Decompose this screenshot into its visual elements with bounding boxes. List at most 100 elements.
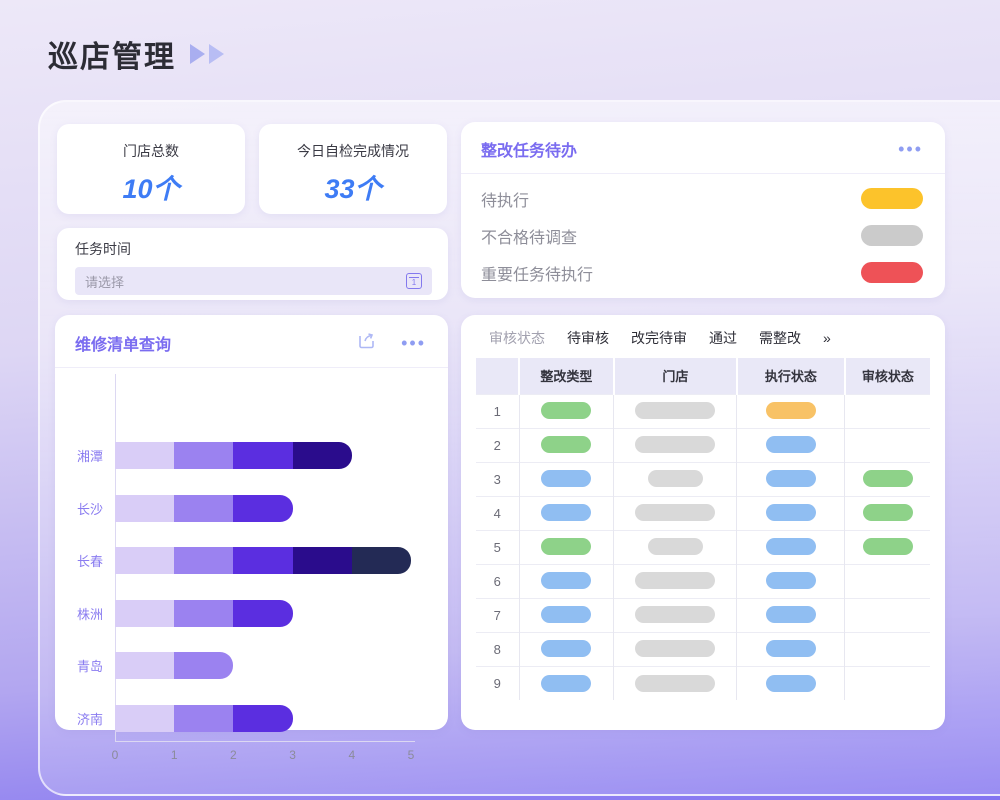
table-row[interactable]: 4 — [476, 495, 930, 530]
table-cell — [613, 665, 737, 700]
status-pill-blue — [541, 674, 592, 692]
table-row[interactable]: 3 — [476, 461, 930, 496]
review-column-header — [476, 358, 520, 394]
table-row[interactable]: 9 — [476, 665, 930, 700]
status-pill-blue — [765, 470, 816, 488]
todo-status-pill — [861, 262, 923, 283]
status-pill-blue — [541, 470, 592, 488]
bar-segment — [174, 652, 234, 679]
table-row[interactable]: 5 — [476, 529, 930, 564]
row-index: 6 — [476, 563, 520, 598]
chart-category-label: 株洲 — [76, 606, 103, 622]
table-cell — [518, 393, 614, 428]
row-index: 7 — [476, 597, 520, 632]
todo-item[interactable]: 重要任务待执行 — [481, 254, 923, 291]
table-cell — [844, 461, 930, 496]
status-pill-gray-short — [647, 470, 703, 488]
x-axis-tick: 4 — [348, 748, 356, 762]
status-pill-blue — [765, 436, 816, 454]
table-cell — [613, 495, 737, 530]
status-pill-blue — [765, 504, 816, 522]
table-row[interactable]: 6 — [476, 563, 930, 598]
table-cell — [844, 665, 930, 700]
bar-segment — [233, 494, 293, 522]
status-pill-gray-long — [635, 402, 716, 420]
bar-segment — [233, 704, 293, 732]
bar-segment — [115, 494, 175, 522]
bar-segment — [233, 442, 293, 469]
todo-item-label: 待执行 — [481, 192, 530, 210]
repair-list-title: 维修清单查询 — [75, 336, 172, 354]
x-axis-tick: 2 — [230, 748, 237, 762]
todo-title: 整改任务待办 — [481, 143, 578, 160]
bar-segment — [292, 442, 352, 469]
review-column-header: 审核状态 — [843, 358, 930, 394]
repair-list-card: 维修清单查询 ••• 湘潭 长沙 长春 株洲 青岛 济南 0 1 2 3 4 5 — [55, 315, 448, 762]
bar-segment — [292, 547, 352, 574]
table-cell — [518, 597, 614, 632]
table-row[interactable]: 7 — [476, 597, 930, 632]
chart-x-axis — [115, 741, 415, 742]
bar-segment — [115, 547, 175, 574]
play-icon — [209, 44, 224, 64]
status-pill-gray-long — [635, 572, 716, 590]
status-pill-blue — [541, 640, 592, 658]
page-header: 巡店管理 — [48, 32, 224, 76]
status-pill-green — [541, 436, 592, 454]
table-cell — [844, 393, 930, 428]
todo-item[interactable]: 不合格待调查 — [481, 217, 923, 254]
review-tab[interactable]: 需整改 — [759, 330, 801, 346]
bar-segment — [174, 599, 234, 627]
task-time-picker[interactable]: 请选择 — [75, 267, 432, 295]
status-pill-blue — [765, 674, 816, 692]
status-pill-green — [862, 504, 913, 522]
stat-label: 门店总数 — [123, 143, 179, 159]
table-cell — [736, 597, 845, 632]
todo-card: 整改任务待办 ••• 待执行不合格待调查 重要任务待执行 — [461, 122, 945, 298]
bar-segment — [115, 704, 175, 732]
row-index: 4 — [476, 495, 520, 530]
todo-item[interactable]: 待执行 — [481, 180, 923, 217]
tabs-more-chevron-icon[interactable]: » — [823, 330, 831, 346]
table-cell — [844, 631, 930, 666]
table-cell — [844, 597, 930, 632]
bar-segment — [115, 442, 175, 469]
chart-category-label: 济南 — [76, 711, 103, 727]
table-cell — [844, 529, 930, 564]
more-options-icon[interactable]: ••• — [401, 332, 426, 353]
status-pill-blue — [541, 606, 592, 624]
review-tab[interactable]: 通过 — [709, 330, 737, 346]
repair-bar-chart: 湘潭 长沙 长春 株洲 青岛 济南 0 1 2 3 4 5 — [55, 368, 448, 762]
table-row[interactable]: 8 — [476, 631, 930, 666]
status-pill-blue — [765, 572, 816, 590]
table-row[interactable]: 2 — [476, 427, 930, 462]
bar-segment — [174, 547, 234, 574]
share-icon[interactable] — [357, 330, 377, 355]
table-row[interactable]: 1 — [476, 393, 930, 428]
review-tab[interactable]: 改完待审 — [631, 330, 687, 346]
table-cell — [736, 495, 845, 530]
table-cell — [736, 563, 845, 598]
table-cell — [736, 393, 845, 428]
status-pill-gray-long — [635, 504, 716, 522]
row-index: 3 — [476, 461, 520, 496]
status-pill-blue — [765, 640, 816, 658]
review-column-header: 执行状态 — [735, 358, 845, 394]
status-pill-gray-long — [635, 640, 716, 658]
review-tab[interactable]: 待审核 — [567, 330, 609, 346]
table-cell — [613, 427, 737, 462]
page-title: 巡店管理 — [48, 41, 176, 74]
bar-segment — [174, 704, 234, 732]
table-cell — [844, 495, 930, 530]
stat-label: 今日自检完成情况 — [297, 143, 409, 159]
table-cell — [613, 461, 737, 496]
calendar-icon[interactable] — [406, 273, 422, 289]
bar-segment — [115, 599, 175, 627]
status-pill-gray-short — [647, 538, 703, 556]
more-options-icon[interactable]: ••• — [898, 139, 923, 159]
table-cell — [518, 665, 614, 700]
stat-card-self-check: 今日自检完成情况 33个 — [259, 124, 447, 214]
chart-category-label: 青岛 — [76, 659, 103, 674]
row-index: 5 — [476, 529, 520, 564]
